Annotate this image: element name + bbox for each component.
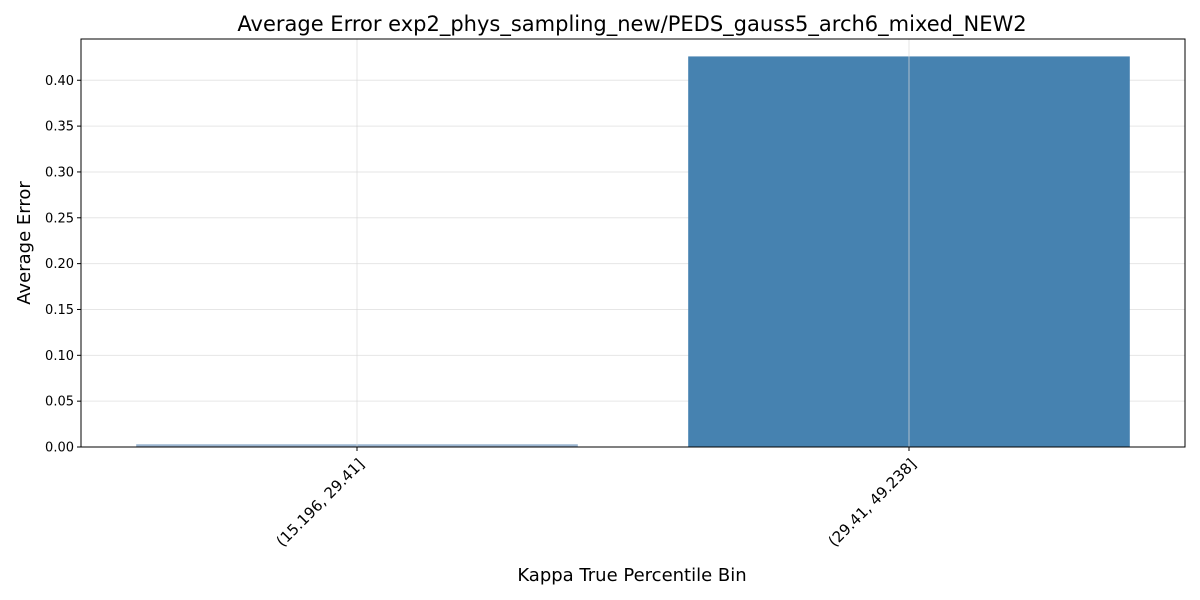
y-tick-label: 0.35 <box>45 120 74 135</box>
y-tick-label: 0.00 <box>45 441 74 456</box>
y-axis-label: Average Error <box>14 181 35 305</box>
plot-frame <box>80 38 1186 448</box>
grid <box>81 79 1185 448</box>
y-tick-label: 0.30 <box>45 165 74 180</box>
x-axis-label: Kappa True Percentile Bin <box>517 565 746 586</box>
x-axis: (15.196, 29.41] (29.41, 49.238] <box>273 447 920 550</box>
y-axis: 0.00 0.05 0.10 0.15 0.20 0.25 0.30 0.35 0.40 <box>45 74 81 456</box>
y-tick-label: 0.40 <box>45 74 74 89</box>
x-tick-label: (29.41, 49.238] <box>825 455 920 550</box>
chart-title: Average Error exp2_phys_sampling_new/PED… <box>237 12 1026 37</box>
y-tick-label: 0.20 <box>45 257 74 272</box>
y-tick-label: 0.25 <box>45 211 74 226</box>
y-tick-label: 0.10 <box>45 349 74 364</box>
y-tick-label: 0.05 <box>45 395 74 410</box>
x-tick-label: (15.196, 29.41] <box>273 455 368 550</box>
bars <box>136 39 1130 447</box>
y-tick-label: 0.15 <box>45 303 74 318</box>
